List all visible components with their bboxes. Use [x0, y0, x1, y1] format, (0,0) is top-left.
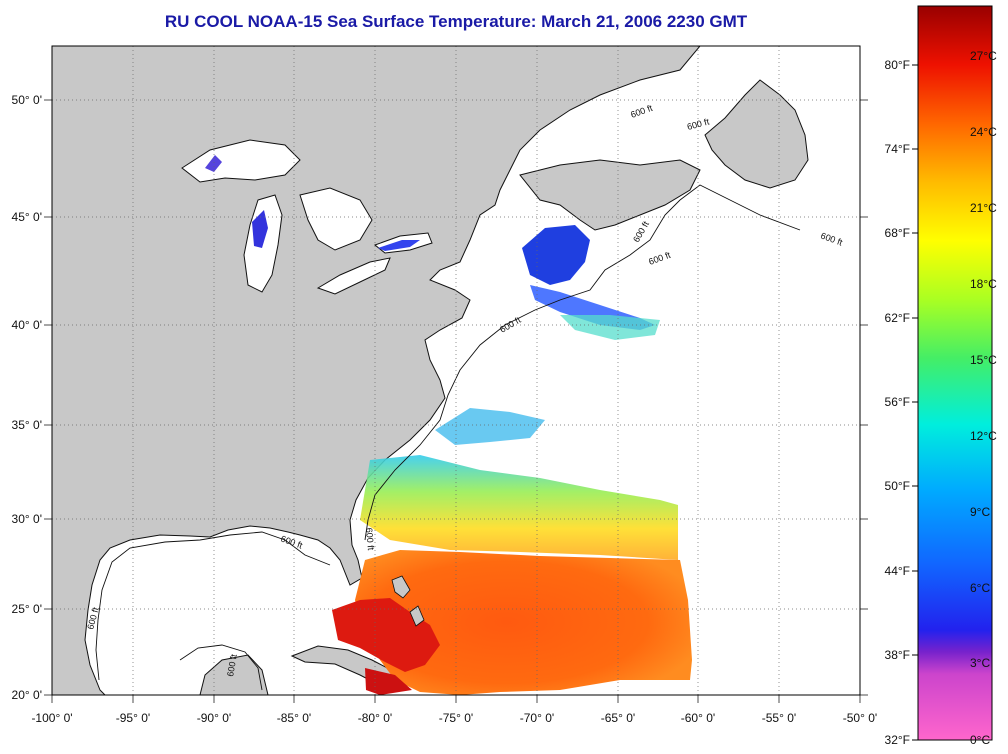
- sst-lake-superior: [205, 155, 222, 172]
- sst-cape-hatteras: [435, 408, 545, 445]
- colorbar-f-label: 38°F: [885, 648, 910, 662]
- colorbar-c-label: 24°C: [970, 125, 997, 139]
- map-frame: [51, 45, 861, 696]
- lat-tick-label: 30° 0': [12, 512, 42, 526]
- lon-tick-label: -70° 0': [520, 711, 554, 725]
- colorbar-f-label: 62°F: [885, 311, 910, 325]
- colorbar-f-label: 74°F: [885, 142, 910, 156]
- lon-tick-label: -100° 0': [31, 711, 72, 725]
- contour-label-600ft: 600 ft: [364, 527, 376, 551]
- lake-superior: [181, 139, 301, 183]
- lon-tick-label: -95° 0': [116, 711, 150, 725]
- colorbar-celsius-labels: 27°C 24°C 21°C 18°C 15°C 12°C 9°C 6°C 3°C 0°C: [970, 49, 997, 747]
- lon-tick-label: -65° 0': [601, 711, 635, 725]
- colorbar-c-label: 27°C: [970, 49, 997, 63]
- colorbar: [917, 5, 993, 741]
- colorbar-f-label: 44°F: [885, 564, 910, 578]
- land-bahamas: [391, 575, 411, 599]
- sst-lake-michigan: [252, 210, 268, 248]
- sst-mid-band: [360, 455, 678, 560]
- sst-warm-gulf-stream: [355, 550, 692, 695]
- lon-tick-label: -90° 0': [197, 711, 231, 725]
- lake-huron: [299, 187, 373, 251]
- colorbar-c-label: 12°C: [970, 429, 997, 443]
- lat-tick-label: 20° 0': [12, 688, 42, 702]
- lat-tick-label: 40° 0': [12, 318, 42, 332]
- lon-tick-label: -50° 0': [843, 711, 877, 725]
- colorbar-c-label: 21°C: [970, 201, 997, 215]
- colorbar-c-label: 9°C: [970, 505, 990, 519]
- lat-tick-label: 35° 0': [12, 418, 42, 432]
- colorbar-f-label: 56°F: [885, 395, 910, 409]
- lon-tick-label: -85° 0': [277, 711, 311, 725]
- lat-tick-label: 45° 0': [12, 210, 42, 224]
- sst-slope-mix: [560, 315, 660, 340]
- colorbar-c-label: 0°C: [970, 733, 990, 747]
- isobath-contour-yucatan: [179, 644, 263, 691]
- colorbar-f-label: 80°F: [885, 58, 910, 72]
- colorbar-f-label: 68°F: [885, 226, 910, 240]
- colorbar-f-label: 32°F: [885, 733, 910, 747]
- sst-caribbean-edge: [365, 668, 412, 695]
- lake-erie: [316, 257, 391, 295]
- isobath-contour-gulf: [95, 531, 331, 681]
- longitude-axis-labels: -100° 0' -95° 0' -90° 0' -85° 0' -80° 0' -75°…: [31, 711, 877, 725]
- lon-tick-label: -60° 0': [681, 711, 715, 725]
- land-maritimes: [519, 159, 701, 231]
- colorbar-c-label: 15°C: [970, 353, 997, 367]
- colorbar-c-label: 3°C: [970, 656, 990, 670]
- colorbar-f-label: 50°F: [885, 479, 910, 493]
- colorbar-fahrenheit-labels: 80°F 74°F 68°F 62°F 56°F 50°F 44°F 38°F 32°F: [885, 58, 918, 747]
- land-north-america: [52, 46, 701, 695]
- lat-tick-label: 25° 0': [12, 602, 42, 616]
- land-bahamas-2: [409, 605, 425, 627]
- colorbar-c-label: 6°C: [970, 581, 990, 595]
- lat-tick-label: 50° 0': [12, 93, 42, 107]
- contour-label-600ft: 600 ft: [225, 653, 239, 677]
- lon-tick-label: -55° 0': [762, 711, 796, 725]
- latitude-axis-labels: 50° 0' 45° 0' 40° 0' 35° 0' 30° 0' 25° 0' 20° …: [12, 93, 42, 702]
- lon-tick-label: -80° 0': [358, 711, 392, 725]
- sst-gulf-of-maine: [522, 225, 590, 285]
- map-title: RU COOL NOAA-15 Sea Surface Temperature:…: [164, 12, 748, 31]
- map-gridlines: [44, 46, 868, 703]
- isobath-contour-atlantic: [364, 184, 801, 541]
- lon-tick-label: -75° 0': [439, 711, 473, 725]
- land-newfoundland: [704, 79, 809, 189]
- sst-lake-erie: [378, 240, 420, 251]
- colorbar-c-label: 18°C: [970, 277, 997, 291]
